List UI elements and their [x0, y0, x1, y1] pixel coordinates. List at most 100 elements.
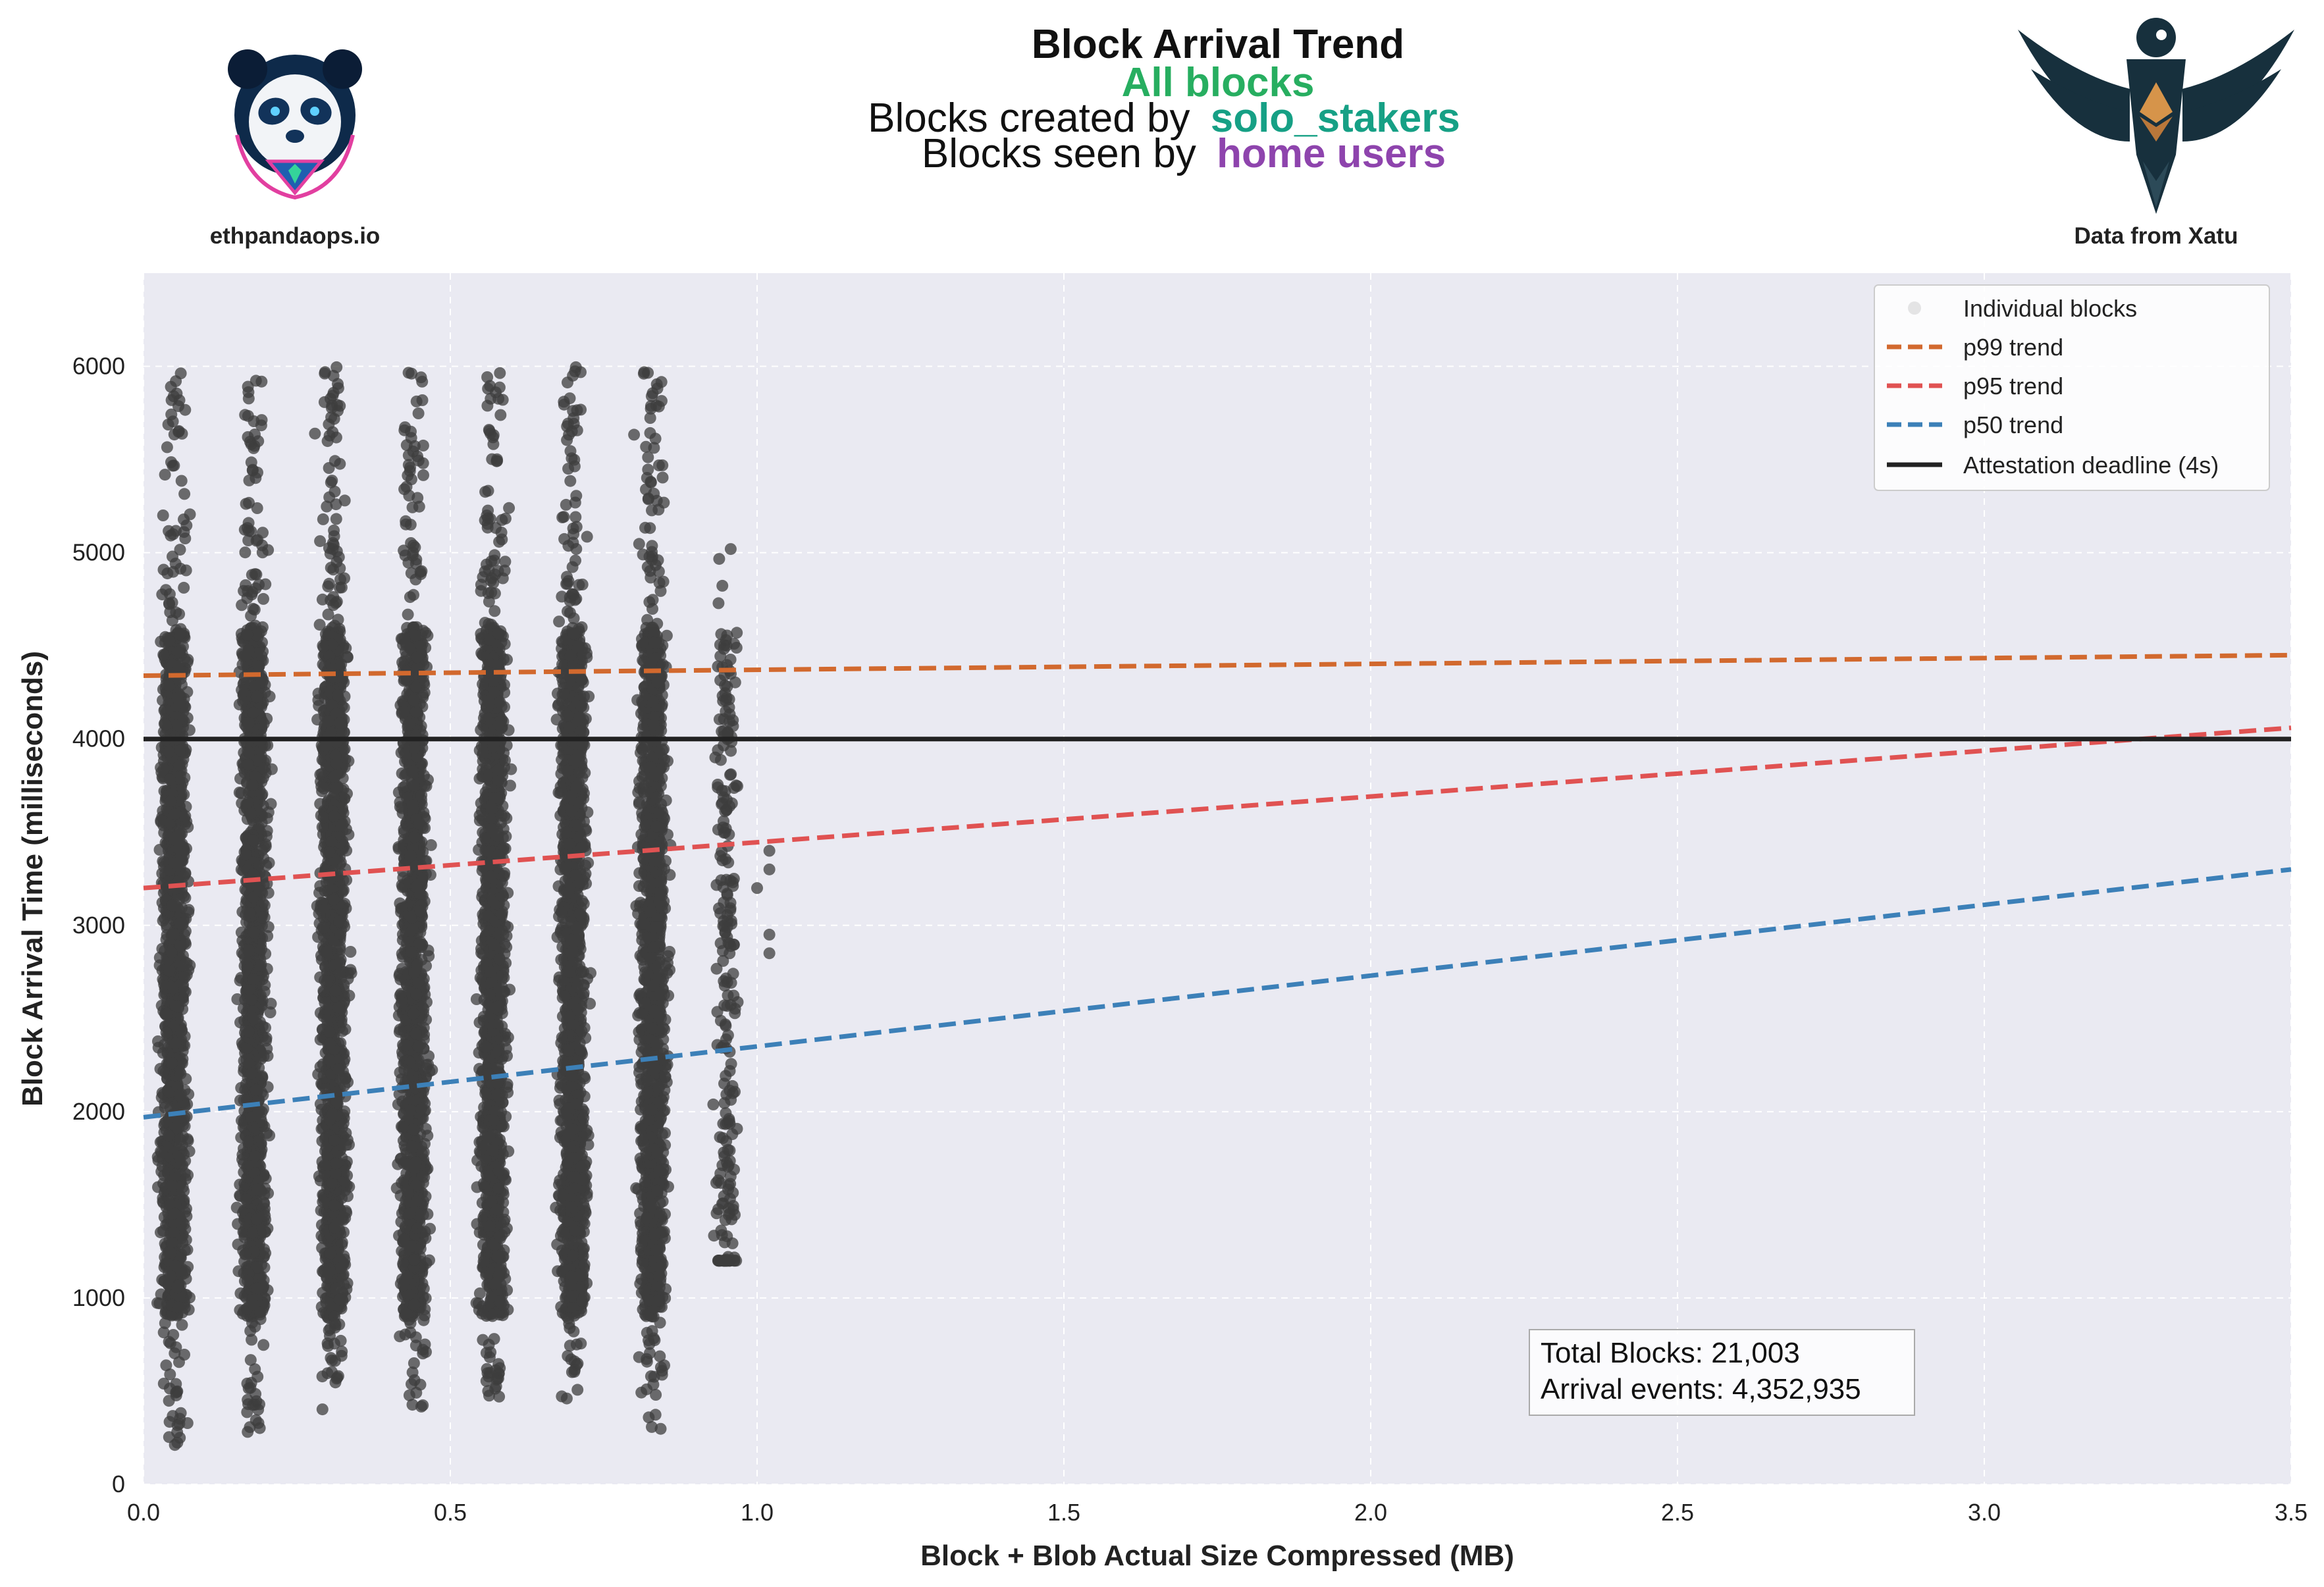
scatter-point — [250, 472, 262, 484]
scatter-point — [320, 1297, 332, 1309]
scatter-point — [159, 718, 172, 731]
scatter-point — [182, 904, 195, 916]
scatter-point — [248, 604, 261, 616]
created-by-highlight: solo_stakers — [1211, 95, 1460, 141]
scatter-point — [178, 960, 190, 972]
scatter-point — [250, 375, 262, 387]
scatter-point — [244, 807, 257, 820]
scatter-point — [178, 972, 191, 983]
scatter-point — [334, 967, 346, 979]
scatter-point — [322, 1266, 334, 1279]
chart-subtitle-created-by: Blocks created by solo_stakers — [868, 95, 1460, 141]
scatter-point — [166, 596, 178, 609]
scatter-point — [328, 1199, 340, 1212]
scatter-point — [169, 558, 182, 570]
scatter-point — [328, 810, 340, 822]
scatter-point — [325, 835, 338, 848]
scatter-point — [244, 907, 256, 919]
scatter-point — [184, 1291, 196, 1304]
scatter-point — [173, 608, 186, 620]
scatter-point — [174, 1133, 187, 1146]
scatter-point — [161, 1008, 173, 1020]
scatter-point — [259, 1022, 271, 1034]
scatter-point — [157, 763, 170, 775]
scatter-point — [242, 1426, 254, 1438]
scatter-point — [183, 724, 196, 737]
scatter-point — [251, 502, 263, 514]
scatter-point — [180, 938, 192, 950]
scatter-point — [332, 1001, 345, 1014]
scatter-point — [329, 984, 342, 997]
seen-by-highlight: home users — [1217, 131, 1446, 176]
scatter-point — [240, 1193, 252, 1206]
scatter-point — [335, 581, 348, 594]
scatter-point — [326, 475, 338, 487]
scatter-point — [247, 706, 259, 719]
scatter-point — [180, 519, 193, 532]
scatter-point — [252, 1417, 265, 1429]
scatter-point — [247, 1012, 259, 1024]
scatter-point — [171, 1282, 184, 1294]
scatter-point — [160, 1026, 172, 1039]
scatter-point — [258, 1197, 271, 1210]
scatter-point — [322, 580, 334, 592]
scatter-point — [250, 1388, 262, 1400]
scatter-point — [242, 1026, 255, 1038]
scatter-point — [168, 833, 180, 845]
scatter-point — [314, 535, 327, 548]
scatter-point — [174, 1153, 186, 1165]
scatter-point — [255, 885, 267, 898]
scatter-point — [157, 509, 169, 521]
scatter-point — [258, 911, 271, 924]
scatter-point — [330, 1157, 342, 1170]
scatter-point — [316, 1403, 329, 1416]
scatter-point — [323, 1026, 336, 1038]
scatter-point — [171, 387, 183, 400]
scatter-point — [247, 973, 259, 985]
scatter-point — [329, 1355, 341, 1367]
scatter-point — [168, 1207, 180, 1220]
scatter-point — [157, 914, 169, 927]
scatter-point — [245, 993, 257, 1006]
scatter-point — [327, 543, 339, 556]
scatter-point — [248, 926, 260, 939]
scatter-point — [168, 808, 180, 820]
scatter-point — [317, 513, 329, 525]
scatter-point — [239, 409, 251, 421]
scatter-point — [179, 810, 192, 822]
scatter-point — [174, 628, 186, 640]
scatter-point — [330, 782, 342, 794]
scatter-point — [251, 1184, 263, 1196]
scatter-point — [330, 513, 342, 525]
chart-subtitle-all-blocks: All blocks — [1122, 60, 1315, 105]
scatter-point — [259, 1209, 271, 1222]
scatter-point — [248, 1121, 260, 1133]
scatter-point — [175, 475, 188, 487]
scatter-point — [257, 717, 270, 730]
chart-subtitle-seen-by: Blocks seen by home users — [922, 131, 1446, 176]
scatter-point — [157, 1378, 170, 1390]
scatter-point — [261, 825, 273, 837]
scatter-point — [338, 494, 351, 507]
scatter-point — [317, 922, 330, 934]
scatter-point — [309, 427, 321, 440]
scatter-point — [242, 386, 255, 398]
scatter-point — [260, 1031, 273, 1044]
scatter-point — [178, 1349, 190, 1361]
scatter-point — [316, 1370, 329, 1383]
scatter-point — [169, 1000, 182, 1012]
scatter-point — [160, 1359, 172, 1372]
scatter-point — [174, 917, 186, 929]
scatter-point — [236, 684, 248, 696]
scatter-point — [319, 997, 331, 1009]
scatter-point — [315, 1103, 328, 1116]
scatter-point — [320, 740, 332, 752]
scatter-point — [330, 431, 342, 444]
scatter-point — [163, 964, 176, 977]
scatter-point — [328, 893, 340, 906]
scatter-point — [243, 644, 255, 656]
scatter-point — [178, 870, 190, 882]
scatter-point — [155, 814, 167, 827]
scatter-point — [157, 648, 170, 661]
